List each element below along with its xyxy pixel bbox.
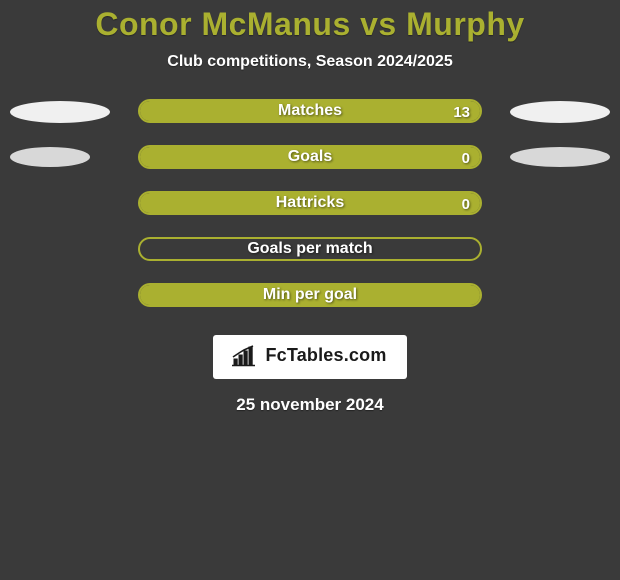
stat-bar-fill (140, 285, 480, 305)
left-marker-ellipse (10, 147, 90, 167)
right-marker-ellipse (510, 101, 610, 123)
stat-bar-fill (140, 101, 480, 121)
date-line: 25 november 2024 (0, 395, 620, 415)
stat-bar-track (138, 237, 482, 261)
page-title: Conor McManus vs Murphy (0, 0, 620, 43)
stat-row-min-per-goal: Min per goal (0, 283, 620, 329)
stat-bar-track: 13 (138, 99, 482, 123)
bar-chart-icon (231, 345, 257, 367)
brand-badge: FcTables.com (213, 335, 406, 379)
stat-bar-fill (140, 147, 480, 167)
left-marker-ellipse (10, 101, 110, 123)
stat-bar-track: 0 (138, 191, 482, 215)
stat-row-goals: 0Goals (0, 145, 620, 191)
stat-row-goals-per-match: Goals per match (0, 237, 620, 283)
stat-bar-track: 0 (138, 145, 482, 169)
stat-bar-fill (140, 193, 480, 213)
stat-row-matches: 13Matches (0, 99, 620, 145)
subtitle: Club competitions, Season 2024/2025 (0, 53, 620, 71)
stat-row-hattricks: 0Hattricks (0, 191, 620, 237)
stat-rows: 13Matches0Goals0HattricksGoals per match… (0, 99, 620, 329)
stat-value: 13 (453, 101, 470, 123)
stat-value: 0 (462, 147, 470, 169)
stat-bar-track (138, 283, 482, 307)
brand-text: FcTables.com (265, 345, 386, 366)
stat-value: 0 (462, 193, 470, 215)
comparison-infographic: Conor McManus vs Murphy Club competition… (0, 0, 620, 580)
right-marker-ellipse (510, 147, 610, 167)
